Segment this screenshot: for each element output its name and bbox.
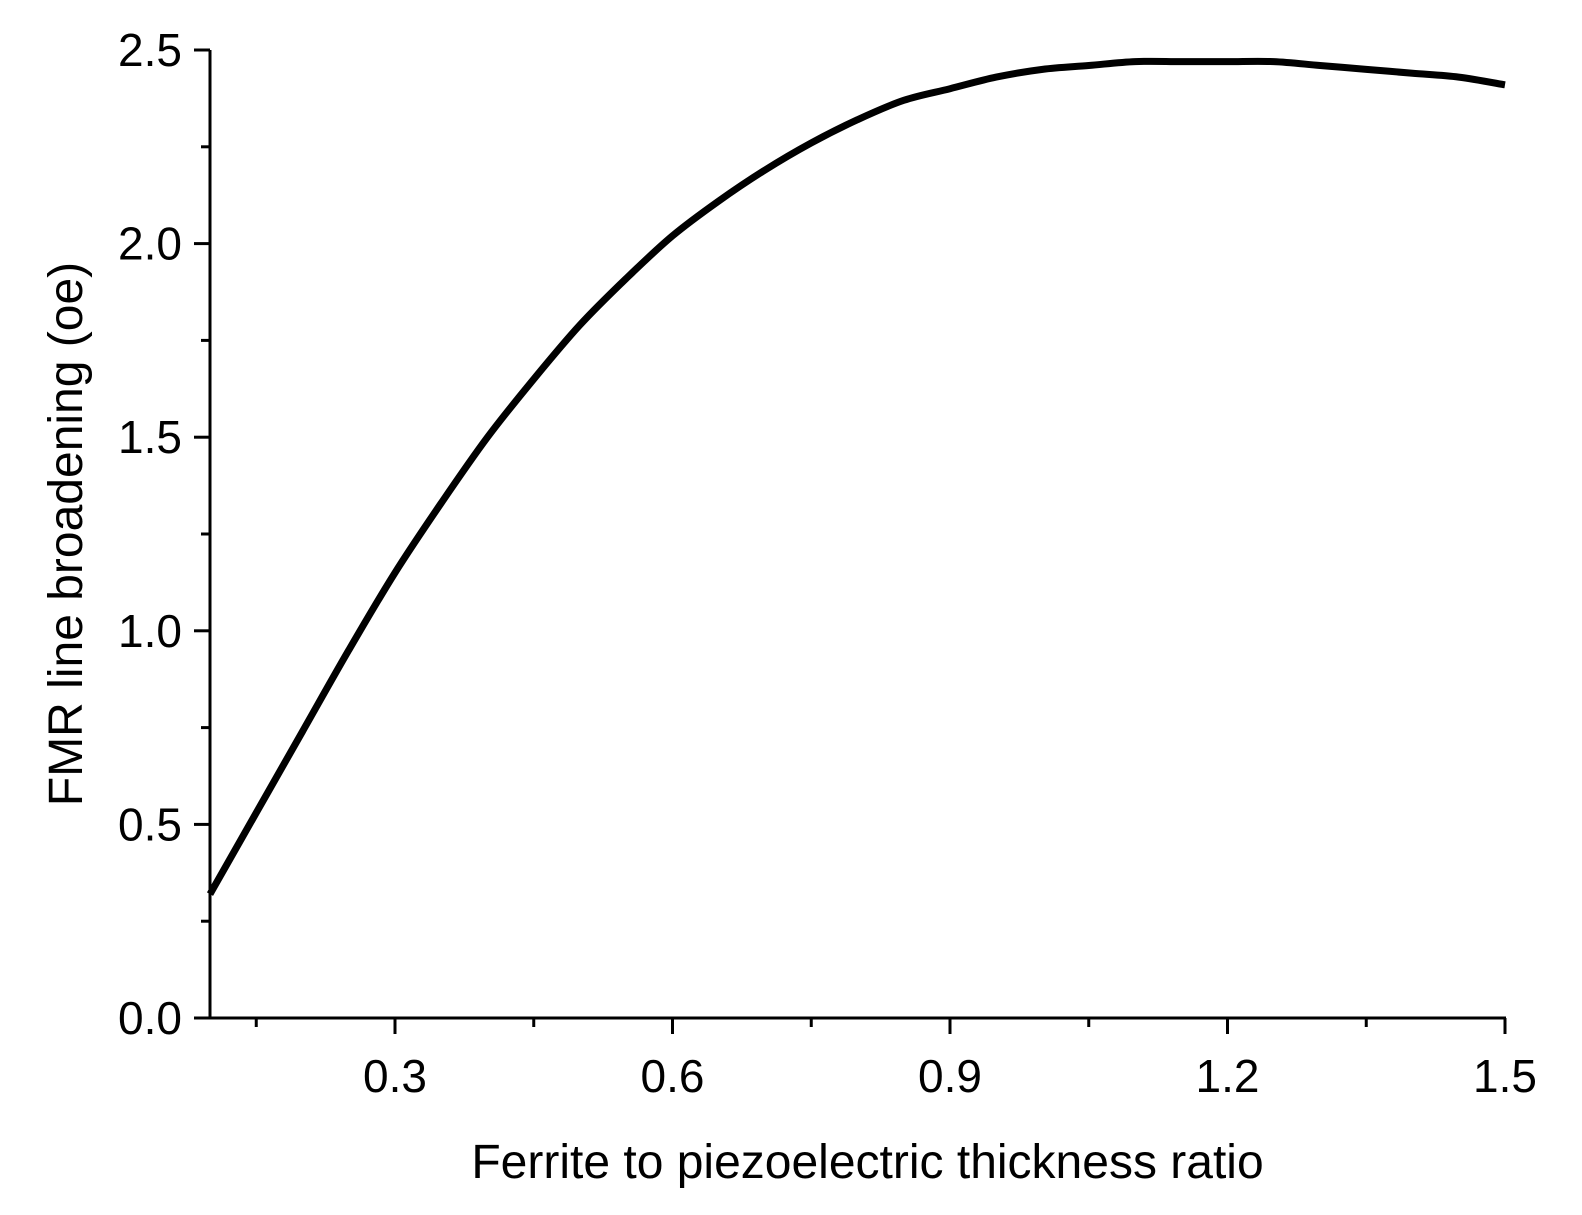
series-group <box>206 57 1506 896</box>
x-axis-title: Ferrite to piezoelectric thickness ratio <box>471 1136 1263 1189</box>
series-line <box>206 57 1506 896</box>
x-tick-label: 0.3 <box>363 1050 427 1102</box>
y-tick-label: 2.0 <box>118 218 182 270</box>
x-tick-label: 1.5 <box>1473 1050 1537 1102</box>
y-tick-label: 2.5 <box>118 24 182 76</box>
x-axis-ticks: 0.3 0.6 0.9 1.2 1.5 <box>254 1018 1537 1102</box>
y-tick-label: 0.0 <box>118 992 182 1044</box>
x-tick-label: 1.2 <box>1196 1050 1260 1102</box>
y-axis-title: FMR line broadening (oe) <box>40 262 93 806</box>
y-tick-label: 1.5 <box>118 411 182 463</box>
y-tick-label: 0.5 <box>118 798 182 850</box>
x-tick-label: 0.6 <box>641 1050 705 1102</box>
x-tick-label: 0.9 <box>918 1050 982 1102</box>
y-axis-ticks: 0.0 0.5 1.0 1.5 2.0 2.5 <box>118 24 210 1044</box>
y-tick-label: 1.0 <box>118 605 182 657</box>
